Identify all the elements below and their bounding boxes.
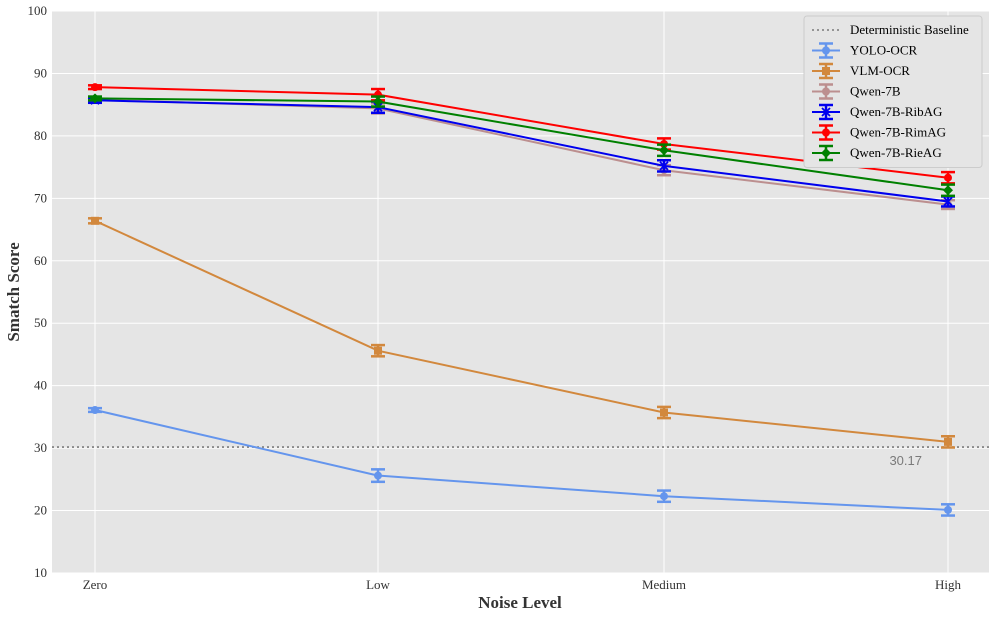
x-tick-label: High	[935, 577, 962, 592]
x-tick-label: Medium	[642, 577, 686, 592]
x-axis-ticks: Zero Low Medium High	[83, 577, 962, 592]
series-line	[94, 219, 949, 443]
data-point	[943, 196, 953, 207]
data-point	[90, 93, 100, 104]
y-tick-label: 60	[34, 253, 47, 268]
legend-label: Qwen-7B	[850, 84, 901, 99]
legend: Deterministic Baseline YOLO-OCR VLM-OCR Qwe…	[803, 15, 983, 168]
legend-marker	[821, 107, 831, 117]
data-point	[91, 83, 99, 92]
data-point	[660, 408, 668, 417]
legend-marker	[822, 87, 830, 96]
y-tick-label: 50	[34, 315, 47, 330]
y-tick-label: 80	[34, 128, 47, 143]
series-line	[94, 99, 949, 203]
series-line	[94, 409, 949, 511]
data-point	[91, 216, 99, 225]
data-point	[660, 492, 668, 501]
legend-label: Qwen-7B-RibAG	[850, 104, 942, 119]
series-qwen-7b-rieag	[88, 93, 955, 198]
data-point	[91, 406, 99, 415]
legend-marker	[821, 148, 831, 158]
legend-label: YOLO-OCR	[850, 43, 917, 58]
data-point	[374, 346, 382, 355]
x-axis-title: Noise Level	[478, 593, 562, 612]
legend-marker	[822, 128, 830, 137]
legend-marker	[822, 46, 830, 55]
data-point	[659, 145, 669, 156]
legend-marker	[822, 67, 830, 75]
data-point	[944, 173, 952, 182]
y-tick-label: 90	[34, 65, 47, 80]
y-tick-label: 100	[28, 3, 48, 18]
y-tick-label: 40	[34, 378, 47, 393]
baseline-label: 30.17	[889, 453, 922, 468]
data-point	[944, 437, 952, 446]
legend-label: VLM-OCR	[850, 63, 910, 78]
legend-label: Qwen-7B-RieAG	[850, 145, 942, 160]
grid-lines	[52, 10, 989, 574]
data-point	[374, 471, 382, 480]
y-tick-label: 10	[34, 565, 47, 580]
y-axis-title: Smatch Score	[4, 242, 23, 342]
data-point	[373, 96, 383, 107]
data-point	[944, 505, 952, 514]
y-tick-label: 30	[34, 440, 47, 455]
data-point	[943, 185, 953, 196]
y-axis-ticks: 10 20 30 40 50 60 70 80 90 100	[28, 3, 48, 580]
x-tick-label: Zero	[83, 577, 108, 592]
series-line	[94, 97, 949, 192]
legend-label: Qwen-7B-RimAG	[850, 125, 946, 140]
series-vlm-ocr	[88, 216, 955, 449]
legend-box	[803, 15, 983, 168]
baseline-group: 30.17	[52, 446, 989, 468]
data-point	[659, 161, 669, 171]
series-yolo-ocr	[88, 406, 955, 517]
x-tick-label: Low	[366, 577, 390, 592]
y-tick-label: 20	[34, 503, 47, 518]
legend-label: Deterministic Baseline	[850, 22, 969, 37]
y-tick-label: 70	[34, 190, 47, 205]
